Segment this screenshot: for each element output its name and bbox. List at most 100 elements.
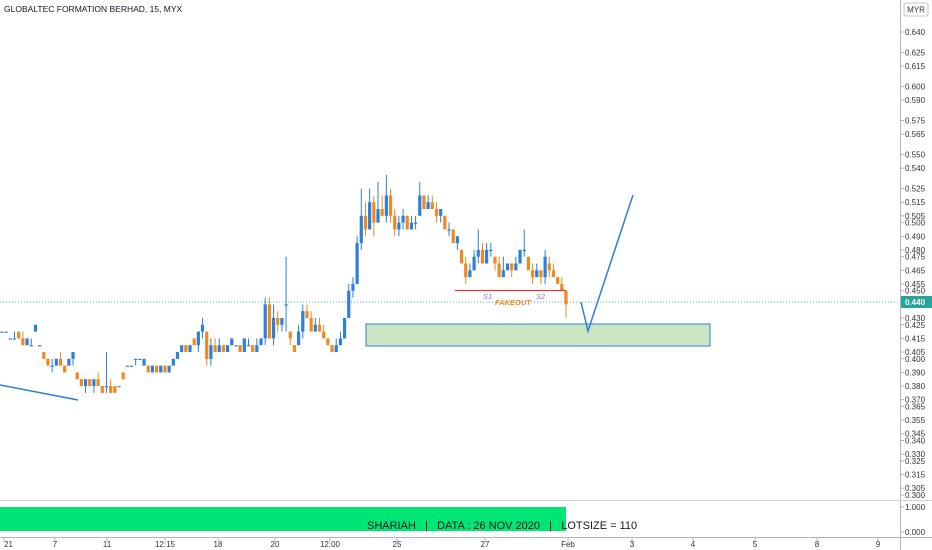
candle-body bbox=[280, 317, 284, 325]
price-tick-label: 0.590 bbox=[905, 96, 926, 105]
candle bbox=[284, 256, 288, 332]
candle-body bbox=[209, 345, 213, 359]
candle bbox=[388, 188, 393, 223]
support-zone[interactable] bbox=[365, 323, 711, 347]
candle bbox=[439, 209, 443, 223]
candle-body bbox=[205, 331, 209, 359]
time-tick-label: 11 bbox=[103, 540, 112, 549]
candle bbox=[426, 195, 430, 210]
candle-body bbox=[238, 345, 242, 353]
price-tick-label: 0.365 bbox=[905, 402, 926, 411]
plot-area: S1 S2 FAKEOUT bbox=[0, 174, 900, 401]
candle bbox=[63, 365, 67, 373]
candle bbox=[196, 331, 200, 353]
candle-body bbox=[259, 338, 263, 346]
candle bbox=[226, 345, 230, 353]
candle-body bbox=[368, 202, 372, 230]
candle bbox=[263, 297, 267, 346]
candle bbox=[514, 256, 518, 271]
candle bbox=[342, 317, 347, 339]
candle bbox=[497, 256, 501, 278]
info-banner-text: SHARIAH | DATA : 26 NOV 2020 | LOTSIZE =… bbox=[367, 520, 637, 532]
candle-body bbox=[422, 195, 426, 210]
time-tick-label: Feb bbox=[561, 540, 575, 549]
info-banner bbox=[0, 507, 566, 531]
candle-body bbox=[451, 229, 455, 244]
candle bbox=[530, 263, 535, 284]
candle bbox=[188, 345, 192, 353]
candle bbox=[485, 243, 489, 264]
price-tick-label: 0.465 bbox=[905, 266, 926, 275]
price-tick-label: 0.315 bbox=[905, 471, 926, 480]
candle bbox=[42, 352, 46, 359]
candle bbox=[472, 249, 476, 271]
candle bbox=[33, 324, 38, 332]
candle-body bbox=[439, 209, 443, 216]
price-tick-label: 0.305 bbox=[905, 484, 926, 493]
candle bbox=[518, 249, 522, 264]
candle bbox=[79, 379, 83, 387]
candle-body bbox=[75, 372, 79, 380]
candle bbox=[409, 215, 414, 230]
candle-body bbox=[447, 229, 451, 231]
candle-body bbox=[4, 331, 8, 333]
candle-body bbox=[443, 215, 447, 230]
candle bbox=[393, 209, 397, 237]
candle-body bbox=[230, 338, 234, 346]
candle bbox=[422, 195, 426, 210]
price-tick-label: 0.390 bbox=[905, 368, 926, 377]
candle-body bbox=[355, 243, 359, 284]
candle bbox=[234, 345, 238, 347]
candle bbox=[443, 215, 447, 230]
candle-body bbox=[267, 304, 271, 339]
candle-body bbox=[226, 345, 230, 353]
candle-body bbox=[246, 345, 251, 347]
candle-body bbox=[242, 338, 246, 353]
price-tick-label: 0.405 bbox=[905, 348, 926, 357]
candle bbox=[255, 338, 259, 353]
price-tick-label: 0.640 bbox=[905, 28, 926, 37]
candle-body bbox=[351, 283, 355, 291]
candle bbox=[67, 358, 71, 366]
candle-body bbox=[8, 338, 12, 340]
candle-body bbox=[539, 270, 543, 278]
s1-label: S1 bbox=[483, 292, 492, 301]
candle bbox=[259, 338, 263, 346]
candle-body bbox=[522, 249, 526, 252]
candle bbox=[564, 290, 568, 318]
candle-body bbox=[556, 277, 560, 284]
candle-body bbox=[301, 311, 305, 332]
price-tick-label: 0.615 bbox=[905, 62, 926, 71]
time-tick-label: 7 bbox=[53, 540, 58, 549]
candle bbox=[12, 331, 17, 340]
candle-body bbox=[342, 317, 347, 339]
candle-body bbox=[476, 249, 480, 257]
candle-body bbox=[38, 345, 42, 347]
candle-body bbox=[263, 304, 267, 339]
candle-body bbox=[46, 358, 50, 366]
candle bbox=[317, 317, 322, 332]
candle-body bbox=[96, 379, 100, 387]
currency-badge[interactable]: MYR bbox=[903, 2, 929, 17]
candle-body bbox=[414, 222, 418, 224]
candle bbox=[192, 338, 196, 346]
candle-body bbox=[535, 270, 539, 278]
time-tick-label: 12:15 bbox=[155, 540, 176, 549]
candle bbox=[46, 358, 50, 366]
candle-body bbox=[397, 222, 401, 230]
candle-body bbox=[83, 379, 88, 387]
candle bbox=[326, 338, 330, 346]
candle bbox=[163, 365, 167, 373]
candle bbox=[109, 379, 113, 393]
candle-body bbox=[25, 338, 29, 346]
candle bbox=[242, 338, 246, 353]
candle-body bbox=[255, 345, 259, 353]
candle-body bbox=[317, 324, 322, 332]
candle bbox=[71, 352, 75, 366]
candle-body bbox=[196, 331, 200, 346]
candle-body bbox=[313, 324, 317, 332]
time-axis[interactable]: 21 7 11 12:15 18 20 12:00 25 27 Feb 3 4 5 8 9 bbox=[3, 537, 881, 549]
candle-body bbox=[100, 386, 104, 393]
